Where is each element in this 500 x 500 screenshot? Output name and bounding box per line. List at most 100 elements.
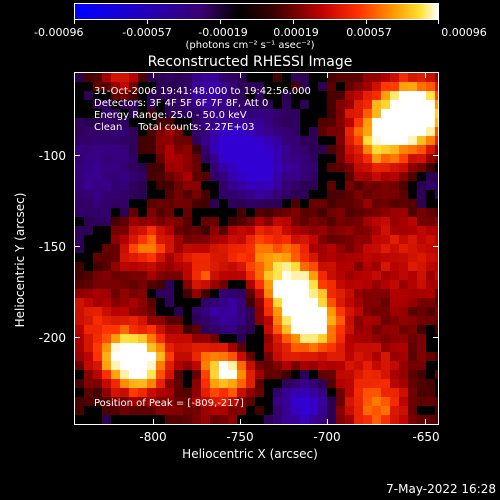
- image-pixel: [147, 82, 156, 91]
- image-pixel: [336, 208, 345, 217]
- image-pixel: [120, 325, 129, 334]
- image-pixel: [435, 388, 438, 397]
- image-pixel: [228, 82, 237, 91]
- image-pixel: [282, 91, 291, 100]
- image-pixel: [246, 343, 255, 352]
- image-pixel: [354, 244, 363, 253]
- image-pixel: [246, 397, 255, 406]
- image-pixel: [102, 244, 111, 253]
- image-pixel: [408, 271, 417, 280]
- image-pixel: [264, 280, 273, 289]
- image-pixel: [363, 289, 372, 298]
- image-pixel: [327, 307, 336, 316]
- image-pixel: [237, 154, 246, 163]
- image-pixel: [165, 235, 174, 244]
- image-pixel: [156, 145, 165, 154]
- image-pixel: [336, 334, 345, 343]
- image-pixel: [147, 199, 156, 208]
- image-pixel: [363, 334, 372, 343]
- image-pixel: [228, 208, 237, 217]
- image-pixel: [75, 226, 84, 235]
- image-pixel: [84, 397, 93, 406]
- image-pixel: [381, 352, 390, 361]
- image-pixel: [327, 397, 336, 406]
- image-pixel: [156, 127, 165, 136]
- image-pixel: [111, 352, 120, 361]
- image-pixel: [246, 145, 255, 154]
- image-pixel: [372, 307, 381, 316]
- image-pixel: [345, 82, 354, 91]
- image-pixel: [210, 280, 219, 289]
- image-pixel: [309, 154, 318, 163]
- image-pixel: [408, 244, 417, 253]
- image-pixel: [390, 226, 399, 235]
- image-pixel: [174, 73, 183, 82]
- image-pixel: [165, 208, 174, 217]
- image-pixel: [399, 217, 408, 226]
- image-pixel: [273, 235, 282, 244]
- image-pixel: [111, 307, 120, 316]
- image-pixel: [273, 406, 282, 415]
- image-pixel: [237, 388, 246, 397]
- image-pixel: [129, 127, 138, 136]
- image-pixel: [120, 145, 129, 154]
- image-plot[interactable]: [74, 72, 439, 425]
- image-pixel: [93, 343, 102, 352]
- image-pixel: [408, 388, 417, 397]
- image-pixel: [345, 136, 354, 145]
- image-pixel: [201, 397, 210, 406]
- image-pixel: [147, 307, 156, 316]
- image-pixel: [408, 127, 417, 136]
- image-pixel: [93, 226, 102, 235]
- image-pixel: [264, 118, 273, 127]
- image-pixel: [174, 172, 183, 181]
- image-pixel: [345, 298, 354, 307]
- image-pixel: [309, 334, 318, 343]
- image-pixel: [300, 316, 309, 325]
- image-pixel: [282, 136, 291, 145]
- image-pixel: [201, 280, 210, 289]
- image-pixel: [264, 127, 273, 136]
- image-pixel: [300, 352, 309, 361]
- image-pixel: [93, 109, 102, 118]
- image-pixel: [417, 208, 426, 217]
- image-pixel: [174, 253, 183, 262]
- image-pixel: [84, 127, 93, 136]
- image-pixel: [228, 352, 237, 361]
- image-pixel: [228, 154, 237, 163]
- image-pixel: [327, 199, 336, 208]
- image-pixel: [138, 280, 147, 289]
- image-pixel: [246, 406, 255, 415]
- image-pixel: [183, 361, 192, 370]
- image-pixel: [264, 415, 273, 424]
- image-pixel: [372, 91, 381, 100]
- image-pixel: [93, 91, 102, 100]
- image-pixel: [327, 181, 336, 190]
- image-pixel: [318, 352, 327, 361]
- image-pixel: [201, 352, 210, 361]
- image-pixel: [156, 298, 165, 307]
- image-pixel: [201, 73, 210, 82]
- image-pixel: [309, 109, 318, 118]
- image-pixel: [75, 136, 84, 145]
- image-pixel: [318, 100, 327, 109]
- image-pixel: [111, 136, 120, 145]
- image-pixel: [111, 226, 120, 235]
- image-pixel: [75, 298, 84, 307]
- image-pixel: [129, 370, 138, 379]
- image-pixel: [327, 271, 336, 280]
- image-pixel: [246, 82, 255, 91]
- image-pixel: [165, 343, 174, 352]
- image-pixel: [120, 352, 129, 361]
- image-pixel: [417, 253, 426, 262]
- image-pixel: [228, 109, 237, 118]
- image-pixel: [273, 118, 282, 127]
- image-pixel: [291, 280, 300, 289]
- image-pixel: [111, 190, 120, 199]
- colorbar-units: (photons cm⁻² s⁻¹ asec⁻²): [185, 40, 315, 51]
- image-pixel: [282, 361, 291, 370]
- image-pixel: [327, 253, 336, 262]
- image-pixel: [435, 127, 438, 136]
- image-pixel: [426, 316, 435, 325]
- image-pixel: [399, 190, 408, 199]
